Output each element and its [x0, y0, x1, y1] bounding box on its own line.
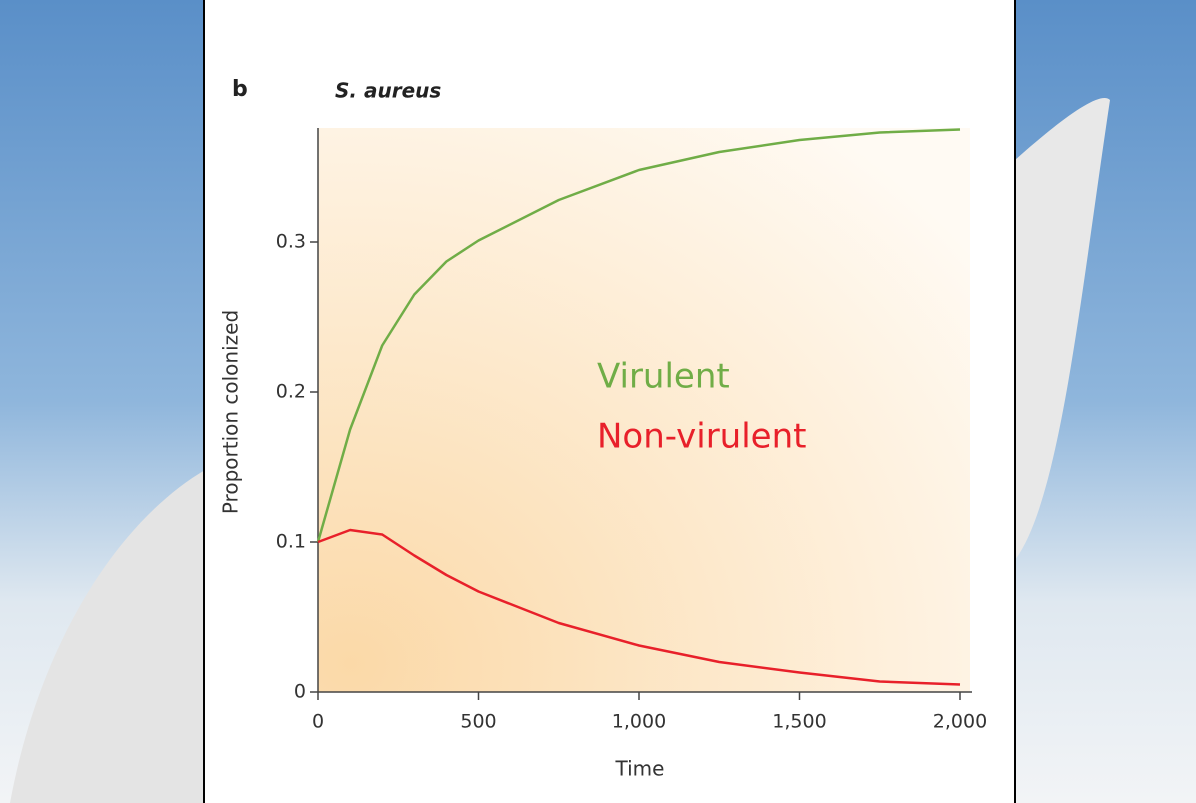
x-tick-label: 500 — [460, 711, 496, 733]
y-tick-label: 0 — [294, 681, 306, 703]
ice-shape — [1015, 98, 1110, 561]
x-tick-label: 2,000 — [933, 711, 987, 733]
x-axis-label: Time — [615, 757, 665, 781]
line — [317, 528, 961, 686]
legend-label: Virulent — [597, 357, 730, 397]
ice-shape — [10, 470, 205, 803]
chart-title: S. aureus — [335, 79, 441, 103]
y-axis-label: Proportion colonized — [219, 310, 243, 514]
y-tick-label: 0.2 — [276, 381, 306, 403]
x-tick-label: 1,000 — [612, 711, 666, 733]
panel-label: b — [232, 77, 248, 102]
x-tick-label: 0 — [312, 711, 324, 733]
y-tick-label: 0.1 — [276, 531, 306, 553]
plot-area — [318, 128, 970, 692]
x-tick-label: 1,500 — [772, 711, 826, 733]
y-tick-label: 0.3 — [276, 231, 306, 253]
line — [316, 128, 961, 543]
legend-label: Non-virulent — [597, 417, 806, 457]
